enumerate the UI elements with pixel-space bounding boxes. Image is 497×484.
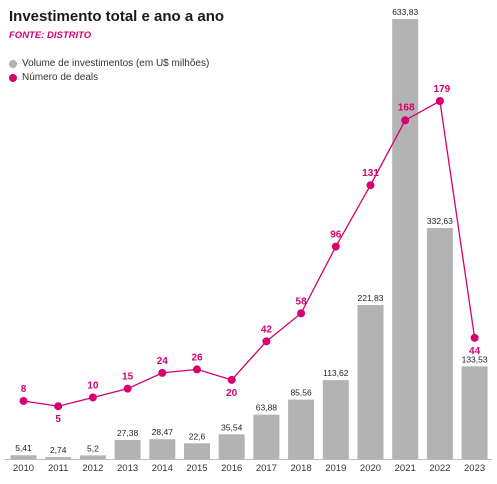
bar	[253, 414, 280, 459]
x-tick-label: 2016	[221, 463, 242, 474]
bar-value-label: 22,6	[189, 431, 206, 441]
deal-value-label: 179	[434, 84, 451, 95]
legend-label-deals: Número de deals	[22, 72, 99, 83]
deal-point	[227, 375, 236, 384]
x-tick-label: 2018	[291, 463, 312, 474]
legend-swatch-deals	[9, 73, 17, 82]
deal-value-label: 26	[191, 352, 203, 363]
deal-point	[297, 309, 306, 318]
bar-value-label: 5,41	[15, 443, 32, 453]
bar-value-label: 332,63	[427, 216, 453, 226]
bar	[10, 455, 37, 459]
legend-label-investments: Volume de investimentos (em U$ milhões)	[22, 58, 210, 69]
bar-value-label: 27,38	[117, 428, 139, 438]
deal-value-label: 58	[296, 296, 308, 307]
x-tick-label: 2017	[256, 463, 277, 474]
deal-value-label: 44	[469, 346, 481, 357]
x-tick-label: 2022	[429, 463, 450, 474]
deal-point	[193, 365, 201, 374]
bar	[461, 366, 488, 459]
x-tick-label: 2014	[152, 463, 173, 474]
chart-source: FONTE: DISTRITO	[9, 30, 92, 41]
bar	[426, 228, 453, 459]
bar	[149, 439, 176, 459]
deal-point	[123, 384, 132, 393]
bar	[79, 455, 106, 459]
bar-value-label: 63,88	[256, 403, 278, 413]
bar-value-label: 85,56	[290, 388, 312, 398]
deal-point	[435, 97, 444, 105]
bar	[114, 439, 141, 459]
x-tick-label: 2015	[186, 463, 207, 474]
bar	[322, 380, 349, 459]
deal-point	[54, 402, 63, 411]
deal-point	[19, 396, 28, 405]
x-tick-label: 2013	[117, 463, 138, 474]
deal-value-label: 42	[261, 324, 273, 335]
deal-point	[366, 181, 375, 190]
bar	[288, 399, 315, 459]
legend-swatch-investments	[9, 59, 17, 68]
x-tick-label: 2019	[325, 463, 346, 474]
x-tick-label: 2011	[48, 463, 68, 474]
legend-item-deals: Número de deals	[9, 72, 98, 83]
bar	[184, 443, 210, 459]
deal-value-label: 10	[87, 380, 99, 391]
deal-point	[158, 368, 167, 377]
deal-point	[470, 333, 479, 342]
bar-value-label: 28,47	[152, 427, 174, 437]
bar	[392, 19, 419, 459]
bar-value-label: 5,2	[87, 443, 99, 453]
deal-value-label: 20	[226, 388, 238, 399]
bar-value-label: 221,83	[358, 293, 384, 303]
x-tick-label: 2010	[13, 463, 34, 474]
bar	[357, 305, 384, 459]
deal-point	[262, 337, 271, 346]
bar-value-label: 2,74	[50, 445, 67, 455]
chart-title: Investimento total e ano a ano	[9, 8, 225, 25]
bar	[45, 457, 72, 459]
deal-value-label: 15	[122, 372, 134, 383]
deal-point	[331, 242, 340, 251]
bar-value-label: 113,62	[323, 368, 349, 378]
deal-value-label: 96	[330, 230, 342, 241]
bar-value-label: 133,53	[462, 354, 488, 364]
x-tick-label: 2020	[360, 463, 381, 474]
bar-value-label: 35,54	[221, 422, 243, 432]
bar-value-label: 633,83	[392, 7, 418, 17]
x-tick-label: 2021	[395, 463, 416, 474]
legend-item-investments: Volume de investimentos (em U$ milhões)	[9, 58, 209, 69]
deal-value-label: 24	[157, 356, 169, 367]
deal-value-label: 168	[398, 102, 415, 113]
x-tick-label: 2023	[464, 463, 485, 474]
deal-point	[401, 116, 410, 125]
bar	[218, 434, 245, 459]
deal-value-label: 5	[55, 414, 61, 425]
deal-value-label: 131	[362, 168, 379, 179]
x-tick-label: 2012	[82, 463, 103, 474]
deal-point	[88, 393, 97, 402]
deal-value-label: 8	[21, 384, 27, 395]
deals-line	[23, 99, 476, 407]
